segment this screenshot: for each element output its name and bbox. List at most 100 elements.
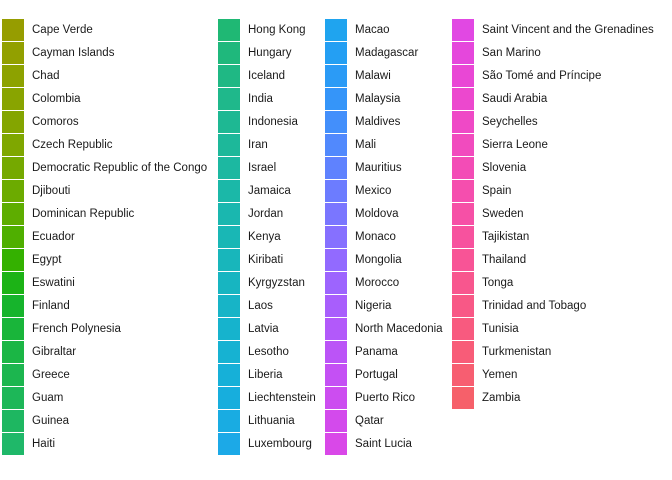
legend-swatch bbox=[452, 157, 474, 179]
legend-swatch bbox=[325, 433, 347, 455]
legend-label: Kyrgyzstan bbox=[248, 277, 305, 289]
legend-label: Maldives bbox=[355, 116, 401, 128]
legend-label: Czech Republic bbox=[32, 139, 113, 151]
legend-label: Kiribati bbox=[248, 254, 284, 266]
legend-swatch bbox=[452, 364, 474, 386]
legend-label: Finland bbox=[32, 300, 70, 312]
legend-label: Zambia bbox=[482, 392, 521, 404]
legend-swatch bbox=[218, 410, 240, 432]
legend-swatch bbox=[452, 295, 474, 317]
legend-swatch bbox=[218, 272, 240, 294]
legend-label: Greece bbox=[32, 369, 70, 381]
legend-label: Lithuania bbox=[248, 415, 295, 427]
legend-label: Saudi Arabia bbox=[482, 93, 548, 105]
legend-label: Chad bbox=[32, 70, 60, 82]
legend-label: Jordan bbox=[248, 208, 284, 220]
legend-swatch bbox=[218, 364, 240, 386]
legend-label: Seychelles bbox=[482, 116, 538, 128]
legend-swatch bbox=[218, 318, 240, 340]
legend-label: Malaysia bbox=[355, 93, 401, 105]
legend-label: Moldova bbox=[355, 208, 399, 220]
legend-label: Saint Lucia bbox=[355, 438, 412, 450]
legend-label: Slovenia bbox=[482, 162, 527, 174]
legend-swatch bbox=[2, 318, 24, 340]
legend-swatch bbox=[325, 134, 347, 156]
legend-label: Tunisia bbox=[482, 323, 519, 335]
legend-label: Nigeria bbox=[355, 300, 392, 312]
legend-label: Hungary bbox=[248, 47, 292, 59]
legend-swatch bbox=[2, 249, 24, 271]
legend-swatch bbox=[452, 203, 474, 225]
legend-swatch bbox=[2, 180, 24, 202]
legend-swatch bbox=[218, 19, 240, 41]
legend-swatch bbox=[2, 295, 24, 317]
legend-swatch bbox=[218, 88, 240, 110]
legend-label: Indonesia bbox=[248, 116, 298, 128]
legend-swatch bbox=[218, 134, 240, 156]
legend-label: São Tomé and Príncipe bbox=[482, 70, 602, 82]
legend-swatch bbox=[325, 249, 347, 271]
legend-swatch bbox=[452, 272, 474, 294]
legend-swatch bbox=[2, 65, 24, 87]
legend-swatch bbox=[2, 341, 24, 363]
legend-swatch bbox=[325, 295, 347, 317]
legend-label: North Macedonia bbox=[355, 323, 443, 335]
legend-label: Trinidad and Tobago bbox=[482, 300, 587, 312]
legend-swatch bbox=[2, 410, 24, 432]
legend-label: Panama bbox=[355, 346, 398, 358]
legend-label: Hong Kong bbox=[248, 24, 306, 36]
legend-label: Malawi bbox=[355, 70, 391, 82]
legend-swatch bbox=[452, 88, 474, 110]
legend-swatch bbox=[218, 42, 240, 64]
legend-swatch bbox=[325, 272, 347, 294]
legend-swatch bbox=[452, 65, 474, 87]
legend-swatch bbox=[2, 88, 24, 110]
legend-swatch bbox=[325, 19, 347, 41]
legend-label: Thailand bbox=[482, 254, 527, 266]
legend-swatch bbox=[325, 410, 347, 432]
legend-swatch bbox=[218, 180, 240, 202]
legend-swatch bbox=[452, 341, 474, 363]
legend-swatch bbox=[218, 65, 240, 87]
legend-label: Mongolia bbox=[355, 254, 402, 266]
legend-swatch bbox=[325, 65, 347, 87]
legend-swatch bbox=[218, 157, 240, 179]
legend-label: Mexico bbox=[355, 185, 392, 197]
legend-label: French Polynesia bbox=[32, 323, 121, 335]
legend-label: Tonga bbox=[482, 277, 514, 289]
legend-label: Cayman Islands bbox=[32, 47, 115, 59]
legend-label: Mauritius bbox=[355, 162, 402, 174]
legend-swatch bbox=[452, 249, 474, 271]
legend-label: Iceland bbox=[248, 70, 286, 82]
legend-label: Djibouti bbox=[32, 185, 71, 197]
legend-label: Puerto Rico bbox=[355, 392, 416, 404]
legend-swatch bbox=[2, 157, 24, 179]
legend-label: Portugal bbox=[355, 369, 398, 381]
legend-swatch bbox=[325, 341, 347, 363]
legend-swatch bbox=[325, 364, 347, 386]
legend-swatch bbox=[218, 249, 240, 271]
legend-label: Sweden bbox=[482, 208, 524, 220]
legend-swatch bbox=[325, 157, 347, 179]
legend-swatch bbox=[2, 42, 24, 64]
legend-label: Latvia bbox=[248, 323, 279, 335]
legend-label: Gibraltar bbox=[32, 346, 77, 358]
legend-swatch bbox=[325, 226, 347, 248]
legend-label: Israel bbox=[248, 162, 277, 174]
legend-swatch bbox=[2, 134, 24, 156]
legend-label: Morocco bbox=[355, 277, 400, 289]
legend-label: Haiti bbox=[32, 438, 56, 450]
legend-swatch bbox=[452, 42, 474, 64]
legend-label: Laos bbox=[248, 300, 273, 312]
legend-label: Cape Verde bbox=[32, 24, 93, 36]
legend-label: Spain bbox=[482, 185, 512, 197]
legend-swatch bbox=[2, 203, 24, 225]
legend-label: Luxembourg bbox=[248, 438, 312, 450]
legend-swatch bbox=[2, 272, 24, 294]
legend-swatch bbox=[325, 42, 347, 64]
legend-label: Iran bbox=[248, 139, 268, 151]
legend-swatch bbox=[218, 111, 240, 133]
legend-swatch bbox=[325, 318, 347, 340]
legend-swatch bbox=[218, 295, 240, 317]
